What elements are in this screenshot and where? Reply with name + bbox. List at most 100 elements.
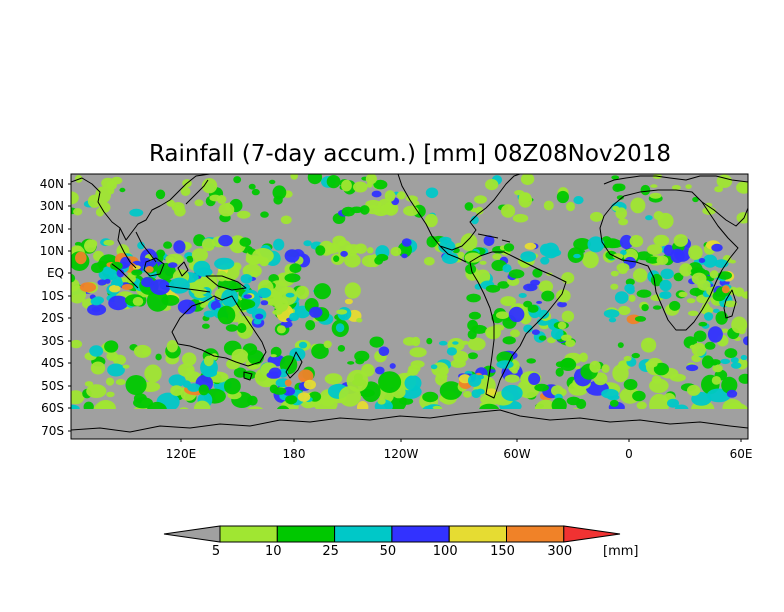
rainfall-cell — [335, 323, 345, 333]
legend-threshold-label: 10 — [265, 544, 282, 559]
rainfall-cell — [122, 364, 130, 369]
rainfall-cell — [403, 205, 419, 216]
coastline-antarctica — [71, 409, 748, 433]
lat-tick-label: 60S — [41, 401, 64, 415]
rainfall-cell — [709, 270, 719, 279]
rainfall-cell — [641, 304, 649, 312]
lon-tick-label: 120W — [384, 447, 419, 461]
rainfall-cell — [313, 283, 331, 300]
rainfall-cell — [163, 241, 173, 249]
rainfall-cell — [91, 262, 104, 273]
rainfall-cell — [669, 300, 681, 311]
rainfall-cell — [502, 264, 512, 273]
rainfall-cell — [650, 184, 658, 188]
rainfall-cell — [333, 255, 340, 262]
rainfall-cell — [290, 174, 298, 180]
rainfall-cell — [540, 256, 550, 265]
rainfall-cell — [341, 179, 352, 192]
coastline-north-america — [397, 174, 521, 263]
rainfall-cell — [557, 301, 567, 308]
rainfall-cell — [203, 355, 214, 367]
rainfall-cell — [384, 190, 396, 202]
rainfall-cell — [464, 252, 482, 263]
rainfall-cell — [724, 348, 738, 359]
lat-tick-label: 40N — [40, 177, 64, 191]
rainfall-cell — [551, 327, 564, 340]
rainfall-cell — [689, 287, 702, 296]
rainfall-cell — [426, 235, 438, 248]
rainfall-cell — [194, 199, 204, 207]
rainfall-cell — [656, 255, 669, 265]
rainfall-cell — [619, 234, 634, 250]
rainfall-cell — [518, 293, 527, 298]
coastline-new-guinea — [205, 275, 247, 291]
rainfall-cell — [647, 244, 663, 256]
rainfall-cell — [298, 341, 308, 349]
rainfall-cell — [221, 288, 239, 308]
rainfall-cell — [201, 178, 218, 194]
rainfall-cell — [439, 381, 463, 400]
longitude-axis: 120E 180 120W 60W 0 60E — [166, 439, 752, 461]
rainfall-cell — [237, 210, 251, 219]
rainfall-cell — [610, 270, 619, 277]
rainfall-cell — [346, 369, 369, 392]
rainfall-cell — [141, 277, 154, 288]
rainfall-cell — [365, 174, 377, 185]
rainfall-cell — [411, 336, 421, 347]
rainfall-cell — [260, 211, 269, 218]
rainfall-cell — [467, 374, 482, 387]
coastlines — [71, 174, 748, 433]
coastline-africa — [599, 189, 739, 331]
rainfall-cell — [71, 390, 85, 405]
rainfall-cell — [75, 251, 87, 265]
rainfall-cell — [303, 240, 312, 247]
rainfall-cell — [659, 291, 667, 299]
rainfall-cell — [187, 257, 194, 263]
rainfall-cell — [561, 310, 575, 323]
rainfall-cell — [71, 274, 76, 283]
rainfall-cell — [137, 241, 145, 250]
rainfall-cell — [73, 208, 83, 216]
legend-color-box — [448, 525, 508, 543]
rainfall-cell — [634, 316, 647, 322]
rainfall-cell — [371, 190, 382, 198]
rainfall-cell — [336, 309, 348, 315]
rainfall-cell — [467, 319, 478, 331]
rainfall-cell — [107, 363, 125, 377]
lat-tick-label: 50S — [41, 379, 64, 393]
rainfall-cell — [614, 291, 629, 304]
rainfall-cell — [106, 391, 115, 398]
rainfall-cell — [286, 395, 296, 405]
rainfall-cell — [620, 249, 627, 256]
rainfall-cell — [556, 190, 570, 204]
rainfall-cell — [526, 358, 536, 364]
legend-color-box — [506, 525, 565, 543]
rainfall-cell — [111, 176, 123, 185]
rainfall-cell — [337, 345, 346, 352]
rainfall-cell — [547, 337, 556, 344]
rainfall-cell — [115, 379, 126, 386]
rainfall-cell — [649, 192, 662, 199]
rainfall-cell — [625, 278, 635, 286]
rainfall-cell — [356, 317, 363, 323]
rainfall-cell — [247, 350, 264, 365]
rainfall-cell — [214, 257, 235, 270]
rainfall-cell — [86, 384, 107, 398]
rainfall-cell — [404, 375, 422, 391]
rainfall-cell — [303, 379, 316, 390]
rainfall-cell — [373, 179, 388, 190]
rainfall-cell — [608, 317, 617, 323]
rainfall-cell — [108, 269, 118, 279]
rainfall-cell — [623, 355, 632, 362]
lat-tick-label: 30N — [40, 199, 64, 213]
rainfall-cell — [496, 360, 514, 369]
rainfall-cell — [344, 282, 361, 299]
rainfall-cell — [458, 374, 471, 384]
rainfall-cell — [218, 234, 233, 247]
rainfall-cell — [579, 352, 588, 363]
rainfall-cell — [79, 282, 97, 293]
rainfall-cell — [225, 324, 238, 332]
rainfall-cell — [573, 253, 581, 259]
rainfall-cell — [698, 321, 708, 327]
rainfall-cell — [273, 238, 285, 251]
